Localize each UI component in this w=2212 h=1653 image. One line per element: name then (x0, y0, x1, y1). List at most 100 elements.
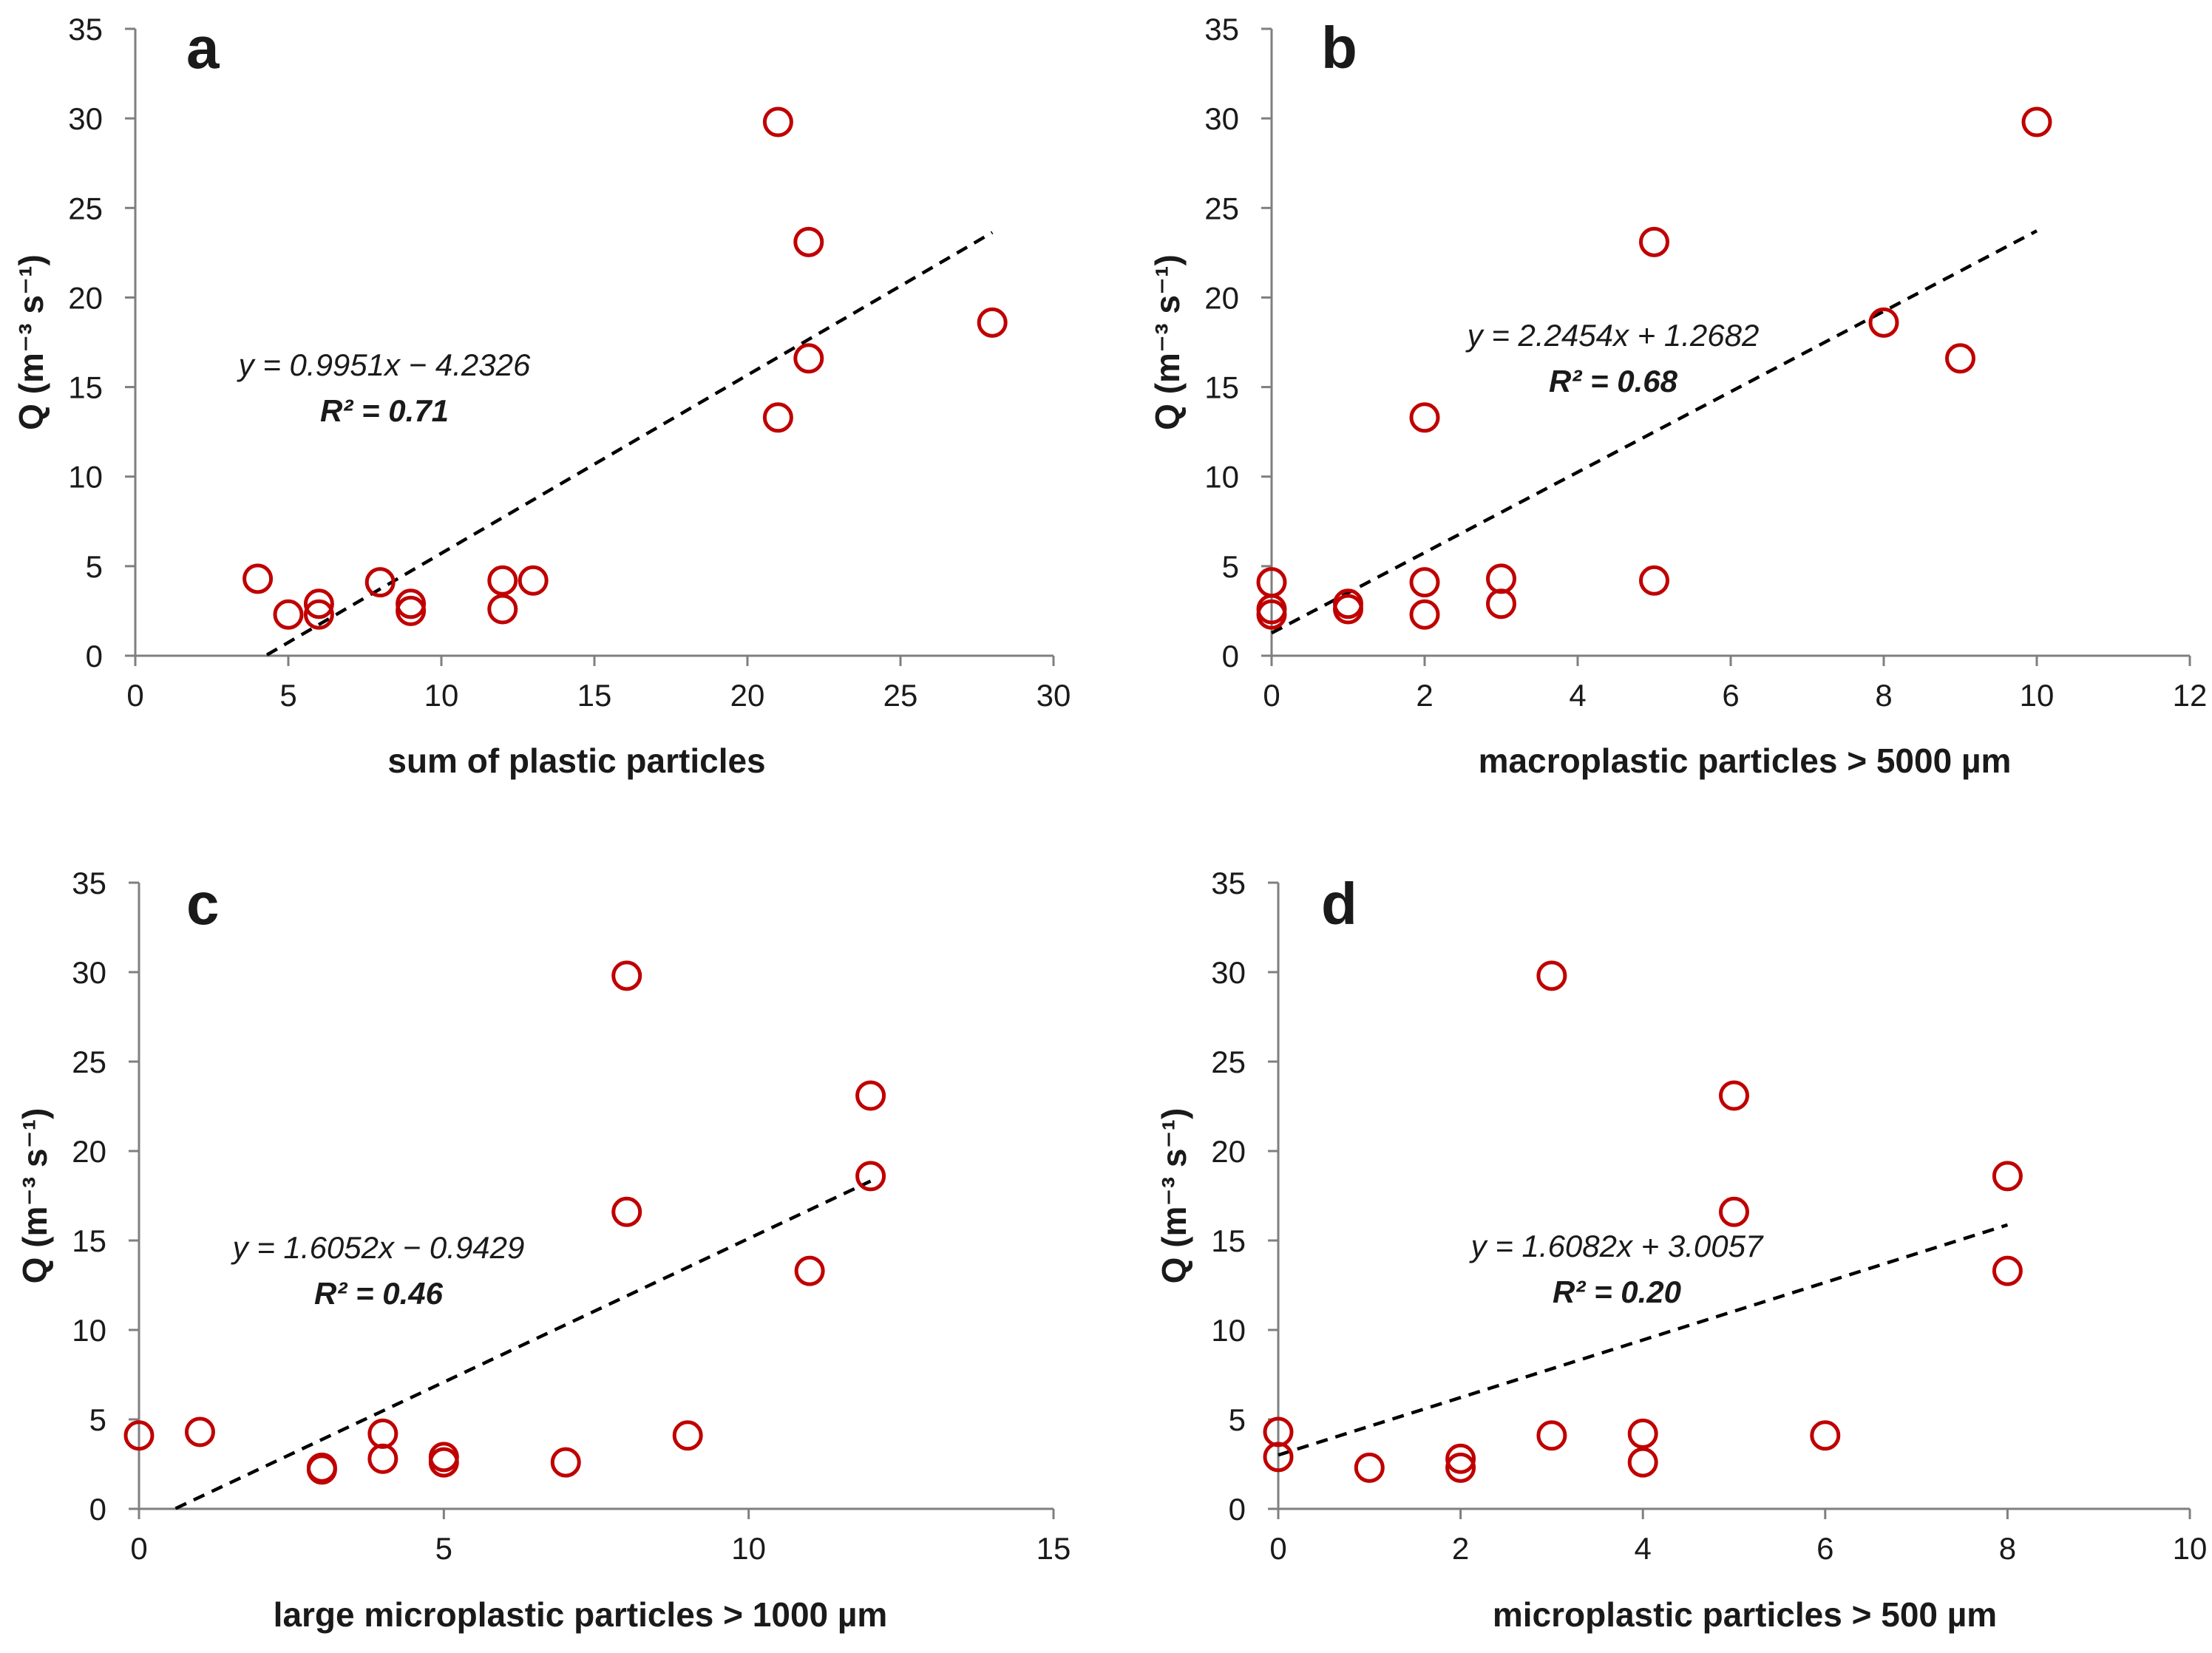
data-point (242, 563, 274, 594)
x-tick-label: 0 (1269, 1531, 1286, 1566)
data-point (303, 599, 334, 630)
x-tick-label: 8 (1999, 1531, 2016, 1566)
data-point (1992, 1161, 2023, 1192)
data-point (611, 1196, 642, 1227)
y-tick-label: 25 (68, 191, 103, 225)
data-point (1992, 1255, 2023, 1286)
y-axis-title: Q (m⁻³ s⁻¹) (16, 1108, 54, 1284)
data-point (487, 594, 518, 625)
y-tick-label: 0 (1222, 639, 1239, 673)
y-tick-label: 5 (1229, 1402, 1246, 1437)
x-axis-title: microplastic particles > 500 µm (1493, 1595, 1997, 1634)
y-axis-title: Q (m⁻³ s⁻¹) (12, 254, 50, 430)
y-tick-label: 15 (68, 370, 103, 405)
y-tick-label: 15 (1204, 370, 1239, 405)
panel-a: 0 5 10 15 20 25 30 35 0 5 10 15 20 25 30 sum of plastic… (12, 12, 1071, 780)
x-tick-label: 0 (1263, 678, 1280, 713)
x-tick-label: 15 (577, 678, 612, 713)
regression-equation: y = 2.2454x + 1.2682 (1465, 318, 1760, 353)
y-tick-label: 15 (1211, 1223, 1246, 1258)
y-tick-label: 20 (72, 1134, 106, 1169)
data-point (550, 1447, 581, 1478)
data-point (672, 1420, 703, 1451)
data-point (1639, 565, 1669, 596)
data-point (762, 402, 793, 433)
x-tick-label: 2 (1416, 678, 1433, 713)
data-point (1810, 1420, 1841, 1451)
y-tick-label: 20 (68, 280, 103, 315)
panel-label: b (1321, 15, 1357, 81)
panel-c: 0 5 10 15 20 25 30 35 0 5 10 15 large microplastic p… (16, 866, 1071, 1634)
y-tick-label: 25 (1211, 1045, 1246, 1079)
y-tick-label: 35 (1204, 12, 1239, 47)
data-point (1639, 226, 1669, 257)
x-tick-label: 4 (1569, 678, 1586, 713)
y-tick-label: 25 (1204, 191, 1239, 225)
data-point (303, 588, 334, 620)
data-point (1354, 1452, 1385, 1483)
y-tick-label: 30 (72, 955, 106, 990)
data-point (487, 565, 518, 596)
y-axis-title: Q (m⁻³ s⁻¹) (1148, 254, 1187, 430)
data-point (1409, 599, 1440, 630)
data-point (1256, 599, 1287, 630)
y-tick-label: 0 (86, 639, 103, 673)
y-tick-label: 10 (68, 460, 103, 495)
data-point (428, 1447, 459, 1478)
x-tick-label: 0 (130, 1531, 147, 1566)
data-point (1719, 1080, 1749, 1111)
r-squared: R² = 0.20 (1553, 1274, 1681, 1309)
data-point (793, 343, 824, 374)
data-point (1445, 1443, 1476, 1474)
y-axis-title: Q (m⁻³ s⁻¹) (1155, 1108, 1193, 1284)
x-tick-label: 5 (435, 1531, 452, 1566)
panel-b: 0 5 10 15 20 25 30 35 0 2 4 6 8 10 12 macroplastic part… (1148, 12, 2207, 780)
y-tick-label: 35 (1211, 866, 1246, 900)
x-tick-label: 6 (1816, 1531, 1833, 1566)
x-tick-label: 10 (2020, 678, 2055, 713)
y-tick-label: 10 (1211, 1313, 1246, 1348)
data-point (855, 1080, 886, 1111)
r-squared: R² = 0.71 (320, 393, 449, 428)
y-tick-label: 0 (89, 1492, 106, 1527)
panel-d: 0 5 10 15 20 25 30 35 0 2 4 6 8 10 microplastic partic… (1155, 866, 2207, 1634)
y-tick-label: 20 (1211, 1134, 1246, 1169)
x-tick-label: 6 (1722, 678, 1739, 713)
data-point (364, 567, 396, 598)
data-point (396, 595, 427, 626)
trendline (174, 1179, 872, 1510)
data-point (1536, 1420, 1567, 1451)
data-point (518, 565, 549, 596)
data-point (306, 1454, 337, 1485)
y-tick-label: 10 (1204, 460, 1239, 495)
trendline (1270, 229, 2038, 635)
x-tick-label: 5 (279, 678, 296, 713)
panel-label: a (186, 15, 220, 81)
y-tick-label: 35 (68, 12, 103, 47)
data-point (1627, 1447, 1658, 1478)
x-tick-label: 0 (126, 678, 143, 713)
y-tick-label: 0 (1229, 1492, 1246, 1527)
y-tick-label: 20 (1204, 280, 1239, 315)
y-tick-label: 25 (72, 1045, 106, 1079)
x-tick-label: 8 (1875, 678, 1892, 713)
x-axis-title: macroplastic particles > 5000 µm (1479, 741, 2012, 780)
panel-label: d (1321, 871, 1357, 937)
r-squared: R² = 0.46 (314, 1276, 444, 1311)
y-tick-label: 30 (68, 101, 103, 136)
x-tick-label: 10 (2173, 1531, 2208, 1566)
data-point (794, 1255, 825, 1286)
data-point (273, 599, 304, 630)
x-tick-label: 2 (1452, 1531, 1469, 1566)
data-point (762, 106, 793, 138)
x-tick-label: 4 (1635, 1531, 1652, 1566)
x-tick-label: 25 (883, 678, 918, 713)
data-point (367, 1443, 398, 1474)
y-tick-label: 5 (89, 1402, 106, 1437)
data-point (855, 1161, 886, 1192)
data-point (1536, 960, 1567, 991)
data-point (1333, 594, 1363, 625)
x-tick-label: 15 (1037, 1531, 1071, 1566)
